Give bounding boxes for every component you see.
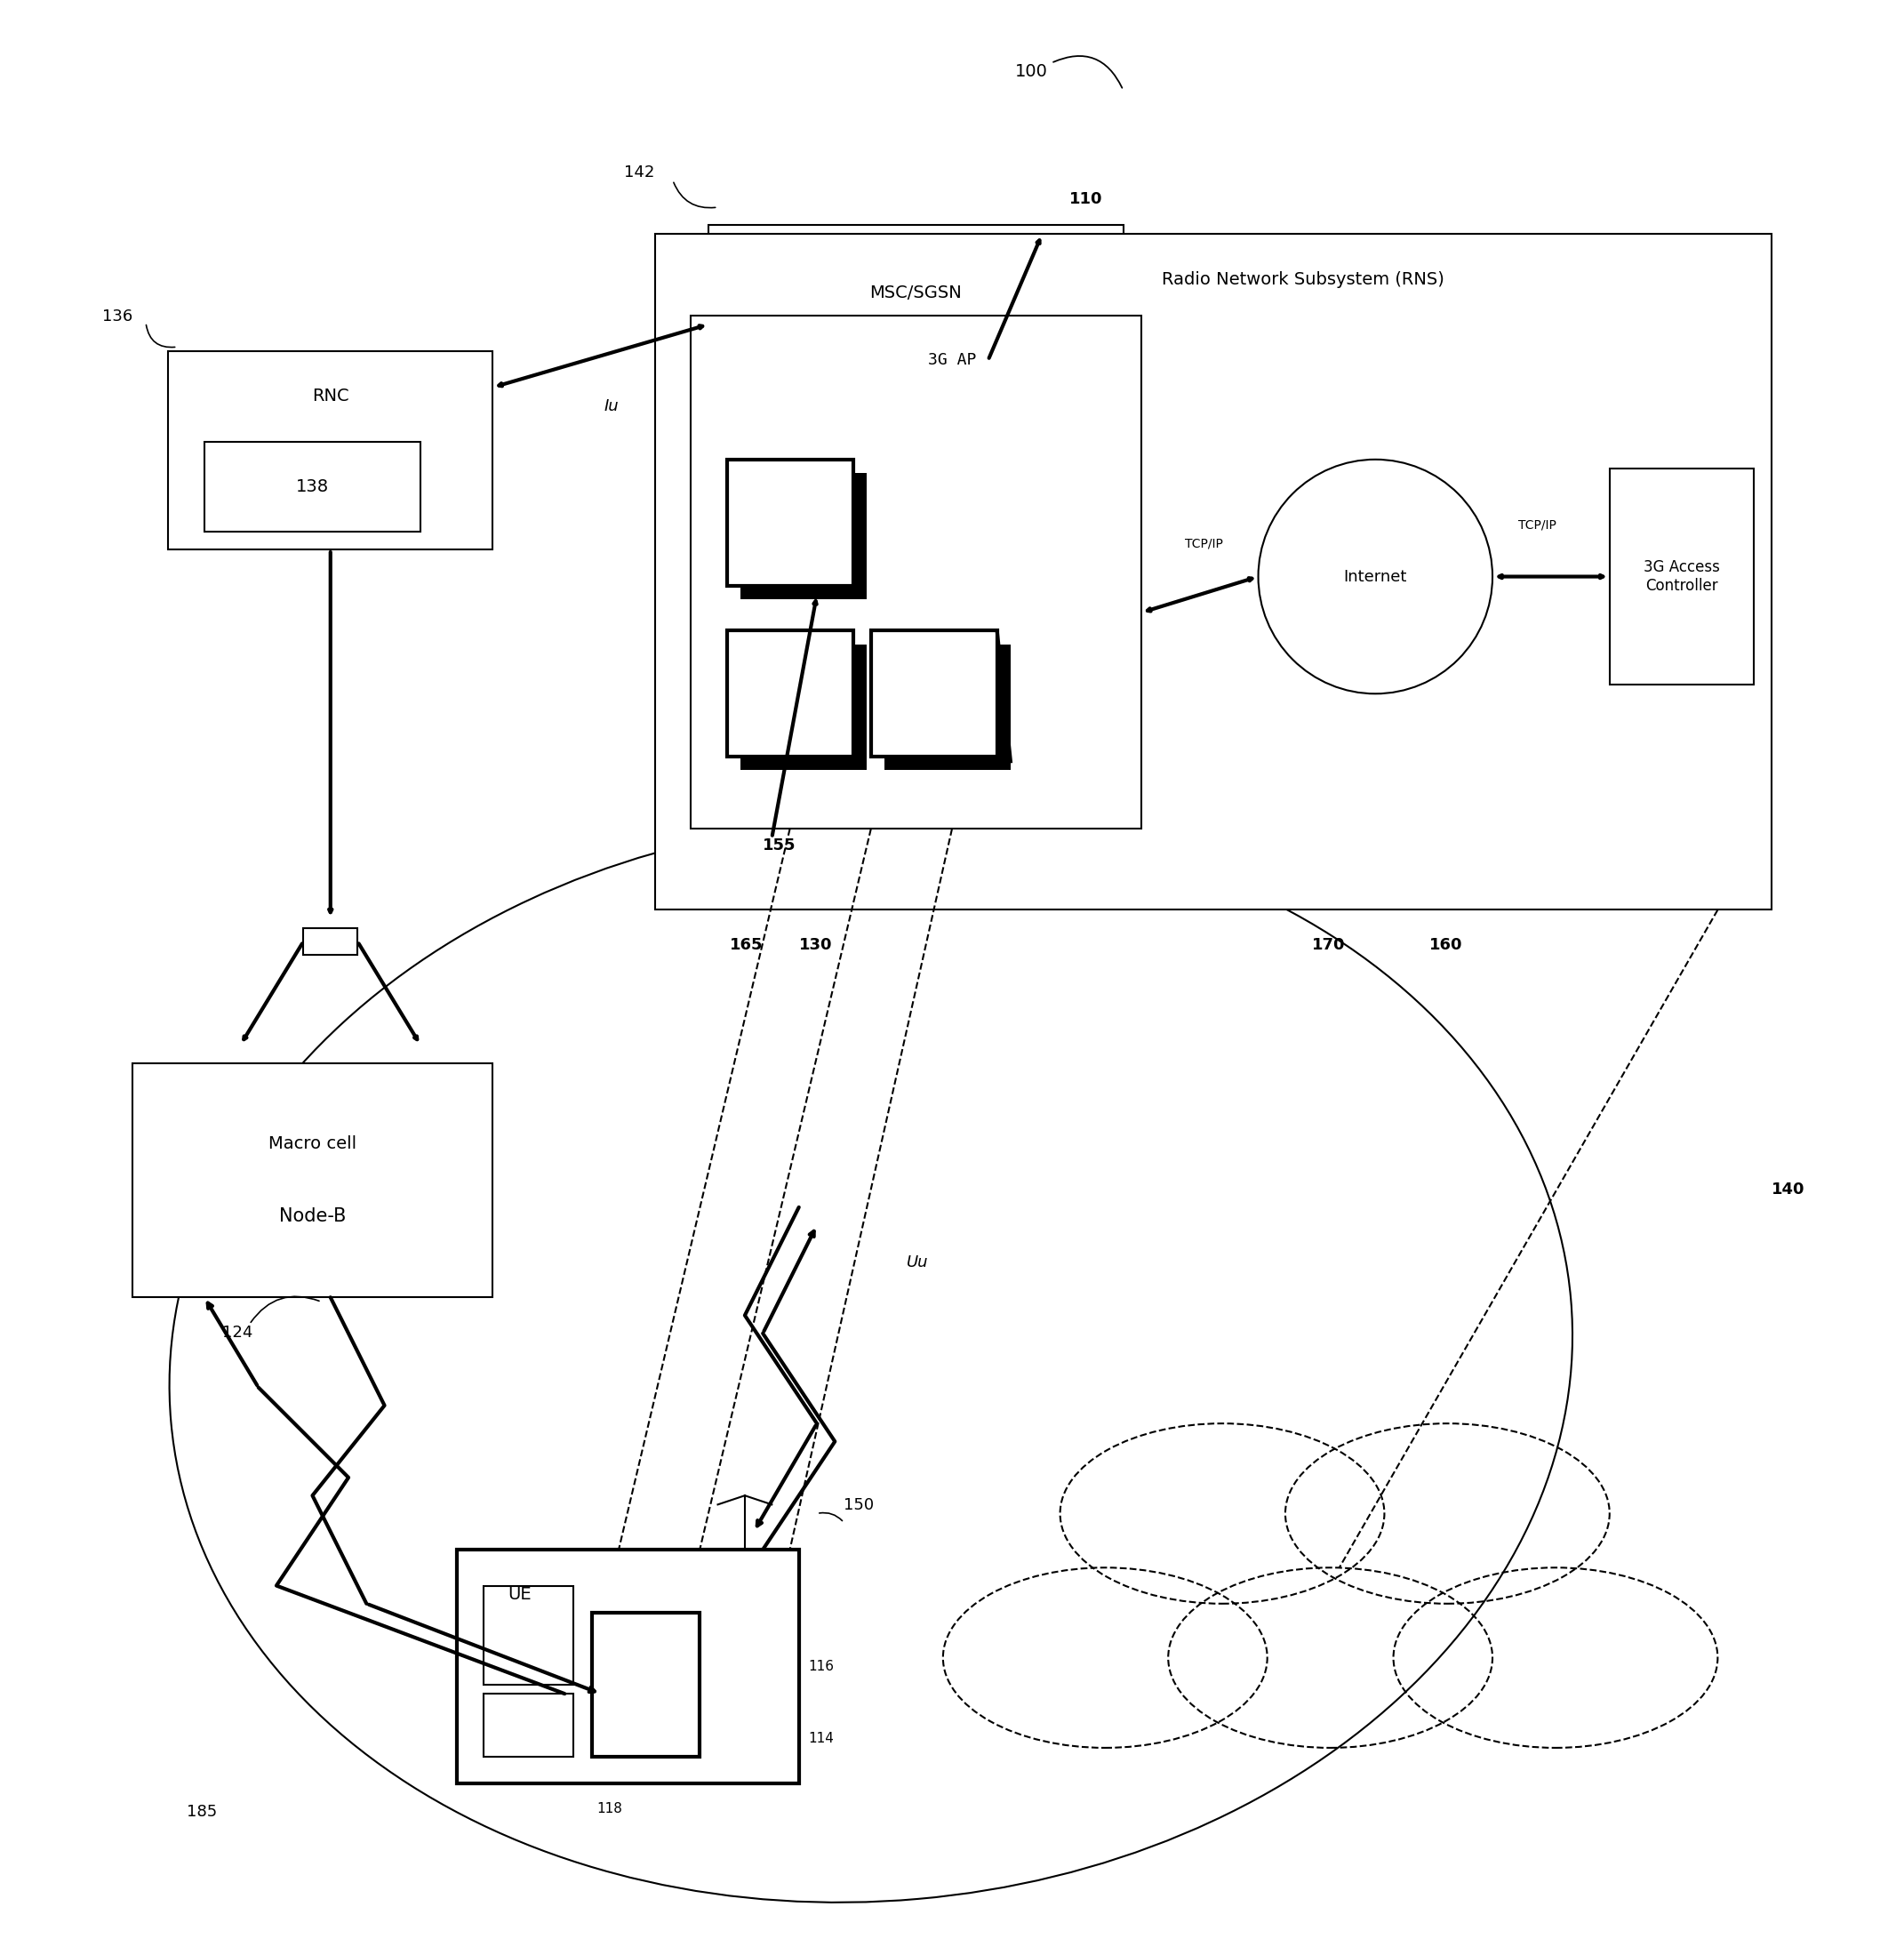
Bar <box>484 1586 573 1685</box>
Bar <box>204 442 421 532</box>
Text: 124: 124 <box>223 1324 253 1341</box>
Text: 3G AP: 3G AP <box>927 352 977 368</box>
Bar <box>484 1693 573 1758</box>
Bar <box>885 643 1011 770</box>
Text: 140: 140 <box>1773 1181 1805 1196</box>
Text: 138: 138 <box>295 479 329 495</box>
Bar <box>303 929 358 954</box>
Text: 114: 114 <box>807 1732 834 1746</box>
Text: TCP/IP: TCP/IP <box>1184 538 1222 549</box>
Bar <box>727 459 853 587</box>
Bar <box>691 315 1140 829</box>
Bar <box>870 631 998 757</box>
Bar <box>168 352 493 549</box>
Bar <box>708 225 1123 360</box>
Text: 130: 130 <box>800 936 832 952</box>
Bar <box>457 1550 800 1783</box>
Text: 3G Access
Controller: 3G Access Controller <box>1643 559 1719 594</box>
Text: 185: 185 <box>187 1804 217 1820</box>
Bar <box>727 631 853 757</box>
Bar <box>1609 469 1754 684</box>
Text: Node-B: Node-B <box>280 1208 347 1226</box>
Text: 110: 110 <box>1070 192 1102 207</box>
Text: 150: 150 <box>843 1498 874 1513</box>
Text: Uu: Uu <box>906 1255 929 1271</box>
Text: Internet: Internet <box>1344 569 1407 585</box>
Text: TCP/IP: TCP/IP <box>1519 520 1557 532</box>
Text: MSC/SGSN: MSC/SGSN <box>870 283 962 301</box>
Text: RNC: RNC <box>312 387 348 405</box>
Text: Macro cell: Macro cell <box>268 1136 356 1153</box>
Text: 160: 160 <box>1430 936 1462 952</box>
Text: 165: 165 <box>729 936 764 952</box>
Text: UE: UE <box>508 1586 531 1603</box>
Text: Iu: Iu <box>604 399 619 414</box>
Text: Radio Network Subsystem (RNS): Radio Network Subsystem (RNS) <box>1161 272 1445 287</box>
Circle shape <box>1259 459 1493 694</box>
Text: 116: 116 <box>807 1660 834 1673</box>
Bar <box>655 235 1773 909</box>
Bar <box>741 473 866 598</box>
Text: 155: 155 <box>764 839 796 854</box>
Bar <box>592 1613 701 1758</box>
Text: 170: 170 <box>1312 936 1346 952</box>
Text: 142: 142 <box>625 164 655 180</box>
Text: 100: 100 <box>1015 63 1047 80</box>
Text: 136: 136 <box>101 309 131 325</box>
Bar <box>741 643 866 770</box>
Bar <box>131 1064 493 1298</box>
Text: 118: 118 <box>596 1803 623 1814</box>
